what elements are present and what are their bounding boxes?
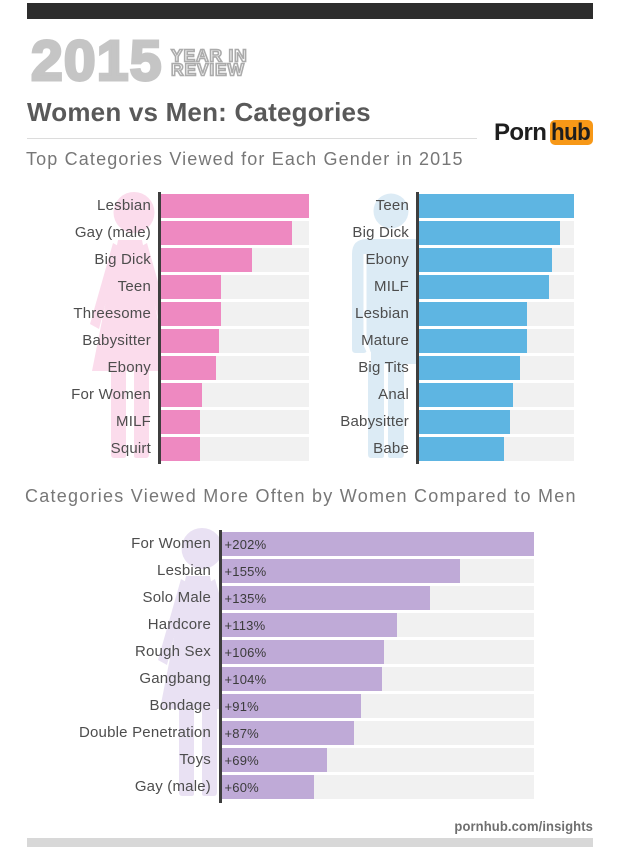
svg-text:YEAR IN: YEAR IN (171, 46, 248, 66)
svg-text:2015: 2015 (31, 30, 163, 90)
svg-text:REVIEW: REVIEW (171, 60, 245, 80)
